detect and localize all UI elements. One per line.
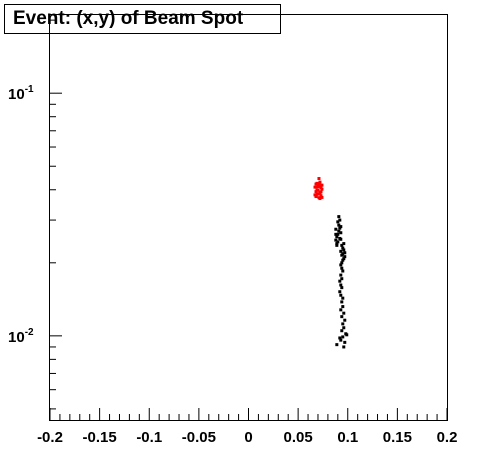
series-1-point [336,232,340,236]
series-1-point [335,343,339,347]
series-0-point [320,187,324,191]
series-1-point [334,227,338,231]
y-tick-exponent: -1 [25,84,34,95]
series-1-point [340,261,344,265]
x-tick-label: 0.2 [437,429,458,446]
series-0-point [319,194,323,198]
series-0-point [313,185,317,189]
series-1-point [343,318,347,322]
series-1-point [340,243,344,247]
series-1-point [338,226,342,230]
series-1-point [339,283,343,287]
series-1-point [340,315,344,319]
series-1-point [339,293,343,297]
series-0-point [316,185,320,189]
data-marks [313,177,349,349]
y-tick-base: 10 [8,329,25,346]
series-0-point [318,180,322,184]
x-tick-label: -0.05 [182,429,216,446]
series-1-point [340,277,344,281]
y-tick-exponent: -2 [25,327,34,338]
series-1-point [334,232,338,236]
series-1-point [340,329,344,333]
series-1-point [340,286,344,290]
series-0-point [319,190,323,194]
y-tick-label: 10-2 [8,327,34,346]
x-tick-label: 0 [244,429,252,446]
series-1-point [341,335,345,339]
series-1-point [342,248,346,252]
series-1-point [338,290,342,294]
series-1-point [339,237,343,241]
series-1-point [343,255,347,259]
series-1-point [343,340,347,344]
series-0-point [315,192,319,196]
series-1-point [335,243,339,247]
series-0-point [314,182,318,186]
series-1-point [336,220,340,224]
series-1-point [338,218,342,222]
series-1-point [341,305,345,309]
series-1-point [335,242,339,246]
series-0-point [320,195,324,199]
series-1-point [342,311,346,315]
series-1-point [341,252,345,256]
series-0-point [318,197,322,201]
plot-frame [49,14,448,421]
series-1-point [339,308,343,312]
series-0-point [313,193,317,197]
series-1-point [337,223,341,227]
series-1-point [342,326,346,330]
x-axis: -0.2 -0.15 -0.1 -0.05 0 0.05 0.1 0.15 0.2 [37,408,457,446]
series-1-point [339,273,343,277]
series-1-point [334,238,338,242]
x-tick-label: -0.15 [83,429,117,446]
x-tick-label: -0.2 [37,429,63,446]
series-1-point [339,338,343,342]
series-1-point [336,240,340,244]
y-axis: 10-210-1 [8,19,62,410]
series-0-point [319,186,323,190]
series-1-point [335,235,339,239]
series-1-point [340,300,344,304]
series-0-point [317,177,321,181]
series-1-point [341,258,345,262]
series-1-point [337,229,341,233]
chart-title: Event: (x,y) of Beam Spot [4,4,281,34]
series-0-point [316,188,320,192]
series-1-point [341,296,345,300]
series-0-point [314,195,318,199]
series-0-point [314,190,318,194]
series-1-point [341,269,345,273]
series-1-point [340,266,344,270]
x-tick-label: 0.15 [383,429,412,446]
series-1-point [341,322,345,326]
series-1-point [338,279,342,283]
series-1-point [339,263,343,267]
series-1-point [339,249,343,253]
series-1-point [339,231,343,235]
x-tick-label: -0.1 [136,429,162,446]
y-tick-label: 10-1 [8,84,34,103]
series-1-point [345,333,349,337]
series-1-point [337,215,341,219]
x-tick-label: 0.1 [337,429,358,446]
series-1-point [342,345,346,349]
x-tick-label: 0.05 [284,429,313,446]
series-1-point [343,251,347,255]
y-tick-base: 10 [8,86,25,103]
series-1-point [341,246,345,250]
series-1-point [342,242,346,246]
series-0-point [318,184,322,188]
series-1-point [338,336,342,340]
series-1-point [339,225,343,229]
series-1-point [342,257,346,261]
series-0-point [320,183,324,187]
